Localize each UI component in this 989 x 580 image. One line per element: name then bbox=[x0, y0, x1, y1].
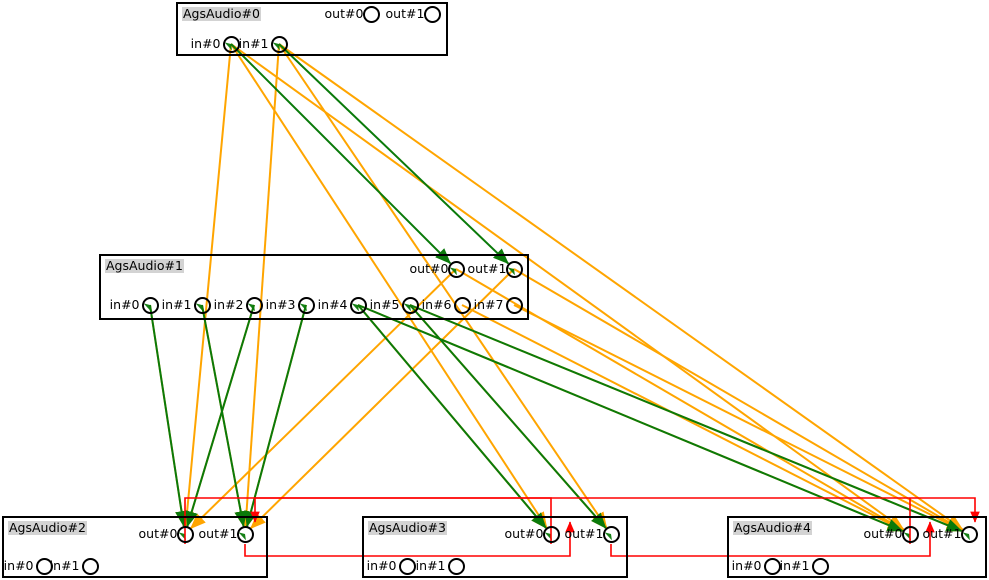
node-agsaudio-1[interactable]: AgsAudio#1 bbox=[99, 254, 529, 320]
output-port-out-1-agsaudio-3[interactable] bbox=[602, 525, 620, 543]
input-port-label: in#3 bbox=[265, 297, 296, 312]
output-port-label: out#0 bbox=[409, 261, 449, 276]
node-agsaudio-0[interactable]: AgsAudio#0 bbox=[176, 2, 448, 56]
input-port-in-1-agsaudio-0[interactable] bbox=[270, 35, 288, 53]
node-agsaudio-2[interactable]: AgsAudio#2 bbox=[2, 516, 268, 578]
input-port-label: in#0 bbox=[109, 297, 140, 312]
input-port-label: in#0 bbox=[731, 558, 762, 573]
output-port-label: out#0 bbox=[324, 6, 364, 21]
input-port-in-4-agsaudio-1[interactable] bbox=[349, 296, 367, 314]
node-title: AgsAudio#1 bbox=[105, 258, 184, 273]
output-port-out-1-agsaudio-2[interactable] bbox=[236, 525, 254, 543]
input-port-label: in#2 bbox=[213, 297, 244, 312]
node-title: AgsAudio#2 bbox=[8, 520, 87, 535]
input-port-in-7-agsaudio-1[interactable] bbox=[505, 296, 523, 314]
input-port-in-3-agsaudio-1[interactable] bbox=[297, 296, 315, 314]
output-port-label: out#0 bbox=[863, 526, 903, 541]
input-port-label: in#0 bbox=[366, 558, 397, 573]
input-port-label: in#5 bbox=[369, 297, 400, 312]
node-title: AgsAudio#0 bbox=[182, 6, 261, 21]
input-port-label: in#7 bbox=[473, 297, 504, 312]
input-port-in-1-agsaudio-1[interactable] bbox=[193, 296, 211, 314]
output-port-label: out#1 bbox=[467, 261, 507, 276]
input-port-in-0-agsaudio-2[interactable] bbox=[35, 557, 53, 575]
input-port-in-5-agsaudio-1[interactable] bbox=[401, 296, 419, 314]
output-port-out-1-agsaudio-0[interactable] bbox=[423, 5, 441, 23]
input-port-label: in#4 bbox=[317, 297, 348, 312]
input-port-label: in#1 bbox=[238, 36, 269, 51]
output-port-out-0-agsaudio-1[interactable] bbox=[447, 260, 465, 278]
input-port-in-2-agsaudio-1[interactable] bbox=[245, 296, 263, 314]
input-port-in-0-agsaudio-1[interactable] bbox=[141, 296, 159, 314]
input-port-label: in#1 bbox=[49, 558, 80, 573]
input-port-in-1-agsaudio-2[interactable] bbox=[81, 557, 99, 575]
output-port-label: out#1 bbox=[564, 526, 604, 541]
input-port-label: in#0 bbox=[3, 558, 34, 573]
input-port-label: in#6 bbox=[421, 297, 452, 312]
output-port-label: out#0 bbox=[138, 526, 178, 541]
output-port-label: out#0 bbox=[504, 526, 544, 541]
output-port-out-1-agsaudio-4[interactable] bbox=[960, 525, 978, 543]
node-title: AgsAudio#3 bbox=[368, 520, 447, 535]
output-port-out-0-agsaudio-0[interactable] bbox=[362, 5, 380, 23]
output-port-label: out#1 bbox=[922, 526, 962, 541]
input-port-in-1-agsaudio-3[interactable] bbox=[447, 557, 465, 575]
output-port-out-0-agsaudio-2[interactable] bbox=[176, 525, 194, 543]
output-port-label: out#1 bbox=[385, 6, 425, 21]
output-port-out-0-agsaudio-3[interactable] bbox=[542, 525, 560, 543]
input-port-in-1-agsaudio-4[interactable] bbox=[811, 557, 829, 575]
input-port-in-0-agsaudio-4[interactable] bbox=[763, 557, 781, 575]
input-port-in-0-agsaudio-0[interactable] bbox=[222, 35, 240, 53]
output-port-out-1-agsaudio-1[interactable] bbox=[505, 260, 523, 278]
output-port-out-0-agsaudio-4[interactable] bbox=[901, 525, 919, 543]
input-port-label: in#1 bbox=[161, 297, 192, 312]
input-port-label: in#0 bbox=[190, 36, 221, 51]
input-port-label: in#1 bbox=[415, 558, 446, 573]
node-title: AgsAudio#4 bbox=[733, 520, 812, 535]
input-port-label: in#1 bbox=[779, 558, 810, 573]
input-port-in-6-agsaudio-1[interactable] bbox=[453, 296, 471, 314]
node-agsaudio-4[interactable]: AgsAudio#4 bbox=[727, 516, 987, 578]
output-port-label: out#1 bbox=[198, 526, 238, 541]
node-agsaudio-3[interactable]: AgsAudio#3 bbox=[362, 516, 628, 578]
input-port-in-0-agsaudio-3[interactable] bbox=[398, 557, 416, 575]
